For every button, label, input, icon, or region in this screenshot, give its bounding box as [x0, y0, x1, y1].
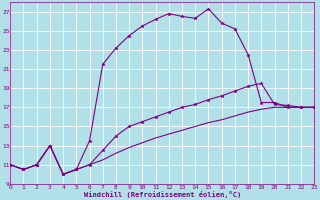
X-axis label: Windchill (Refroidissement éolien,°C): Windchill (Refroidissement éolien,°C) — [84, 191, 241, 198]
